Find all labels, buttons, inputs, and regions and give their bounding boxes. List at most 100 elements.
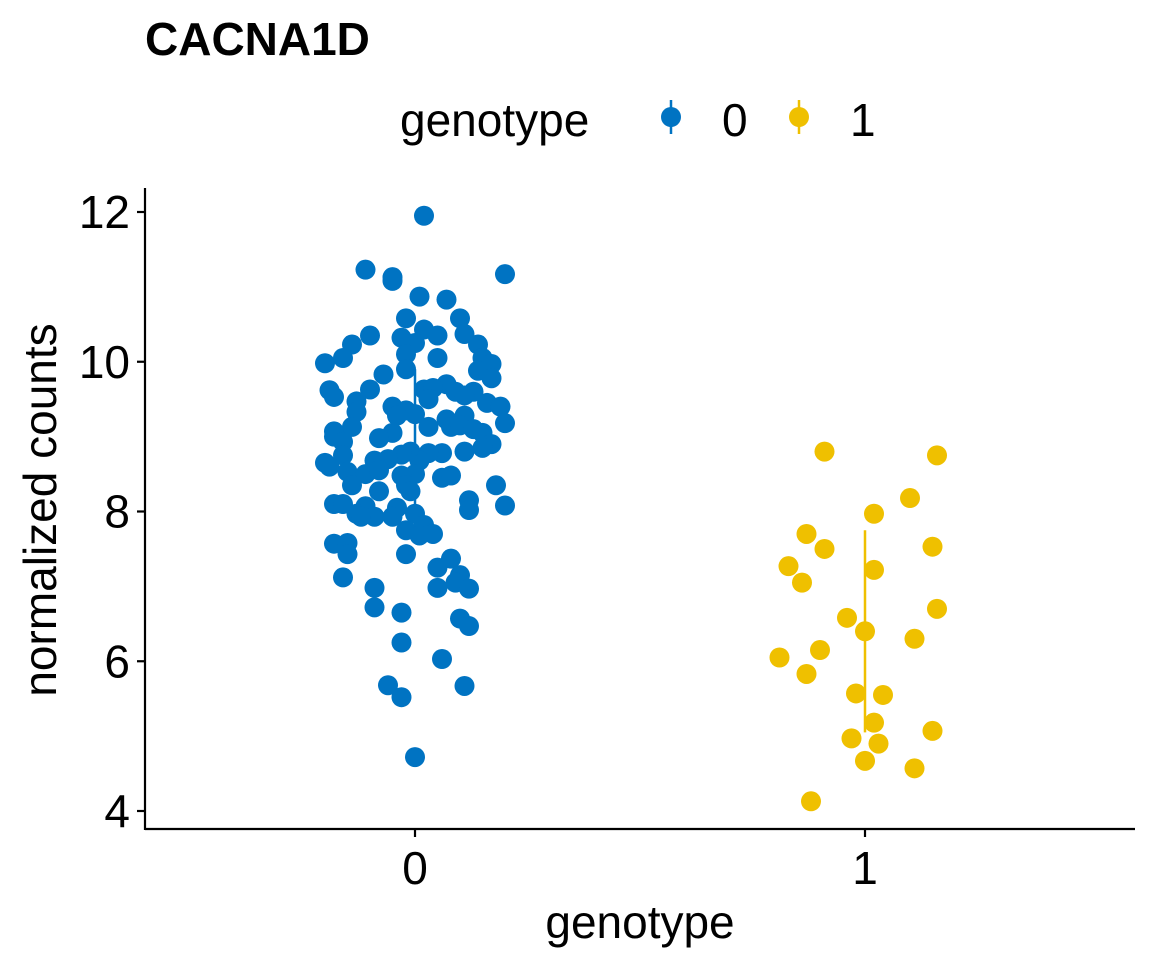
data-point <box>400 481 421 502</box>
data-point <box>495 264 515 285</box>
data-point <box>490 396 511 417</box>
data-point <box>810 640 830 661</box>
data-point <box>405 747 425 768</box>
data-point <box>315 353 335 374</box>
data-point <box>355 259 376 280</box>
y-tick-label-8: 8 <box>104 486 130 538</box>
legend-label-0: 0 <box>722 94 748 146</box>
data-point <box>922 720 943 741</box>
data-point <box>495 413 515 434</box>
data-point <box>360 325 380 346</box>
series-0 <box>315 205 515 768</box>
data-point <box>801 791 821 812</box>
legend: genotype 0 1 <box>400 94 876 146</box>
data-point <box>418 416 439 437</box>
data-point <box>454 441 475 462</box>
data-point <box>796 663 817 684</box>
data-point <box>364 597 385 618</box>
data-point <box>900 488 920 509</box>
data-point <box>396 308 416 329</box>
data-point <box>868 733 889 754</box>
chart-title: CACNA1D <box>145 13 370 65</box>
legend-item-0: 0 <box>661 94 748 146</box>
data-point <box>450 308 470 329</box>
y-tick-label-10: 10 <box>79 336 130 388</box>
data-point <box>427 325 448 346</box>
data-point <box>486 475 506 496</box>
data-point <box>382 270 403 291</box>
data-point <box>405 404 425 425</box>
data-point <box>904 628 925 649</box>
data-point <box>391 632 412 653</box>
data-point <box>927 598 947 619</box>
y-tick-label-12: 12 <box>79 186 130 238</box>
data-point <box>459 616 479 637</box>
data-point <box>391 602 412 623</box>
data-point <box>369 428 389 449</box>
summary-median-1 <box>861 627 869 636</box>
data-point <box>454 324 475 345</box>
data-point <box>427 348 448 369</box>
data-point <box>423 523 443 544</box>
legend-key-1-dot <box>789 107 809 127</box>
data-point <box>904 758 925 779</box>
data-point <box>342 475 362 496</box>
data-point <box>378 675 398 696</box>
data-point <box>769 647 790 668</box>
data-point <box>324 386 344 407</box>
x-tick-label-0: 0 <box>402 842 428 894</box>
data-point <box>396 344 416 365</box>
legend-label-1: 1 <box>850 94 876 146</box>
data-point <box>409 286 430 307</box>
data-point <box>364 577 385 598</box>
legend-title: genotype <box>400 94 589 146</box>
data-point <box>387 405 407 426</box>
y-tick-label-6: 6 <box>104 635 130 687</box>
plot-area <box>315 205 947 812</box>
data-point <box>337 544 358 565</box>
data-point <box>459 500 479 521</box>
data-point <box>778 556 799 577</box>
data-point <box>454 675 475 696</box>
data-point <box>864 712 884 733</box>
legend-item-1: 1 <box>789 94 876 146</box>
y-axis-ticks: 4 6 8 10 12 <box>79 186 145 837</box>
data-point <box>333 348 353 369</box>
data-point <box>454 385 475 406</box>
data-point <box>414 205 434 226</box>
data-point <box>792 572 812 593</box>
data-point <box>837 607 857 628</box>
data-point <box>481 368 502 389</box>
data-point <box>391 687 412 708</box>
data-point <box>382 506 403 527</box>
series-1 <box>769 441 947 812</box>
data-point <box>495 495 515 516</box>
data-point <box>351 506 371 527</box>
data-point <box>855 750 875 771</box>
data-point <box>319 456 340 477</box>
y-tick-label-4: 4 <box>104 785 130 837</box>
data-point <box>927 445 947 466</box>
data-point <box>333 445 353 466</box>
data-point <box>459 578 479 599</box>
data-point <box>436 289 457 310</box>
data-point <box>427 577 448 598</box>
data-point <box>396 544 416 565</box>
data-point <box>922 536 943 557</box>
data-point <box>333 567 353 588</box>
data-point <box>369 481 389 502</box>
data-point <box>864 503 884 524</box>
data-point <box>814 538 835 559</box>
data-point <box>342 416 362 437</box>
legend-key-0-dot <box>661 107 681 127</box>
data-point <box>846 683 866 704</box>
data-point <box>472 437 493 458</box>
data-point <box>841 728 862 749</box>
data-point <box>873 684 893 705</box>
data-point <box>814 441 835 462</box>
data-point <box>432 649 452 670</box>
data-point <box>864 559 884 580</box>
data-point <box>369 460 389 481</box>
data-point <box>418 389 439 410</box>
